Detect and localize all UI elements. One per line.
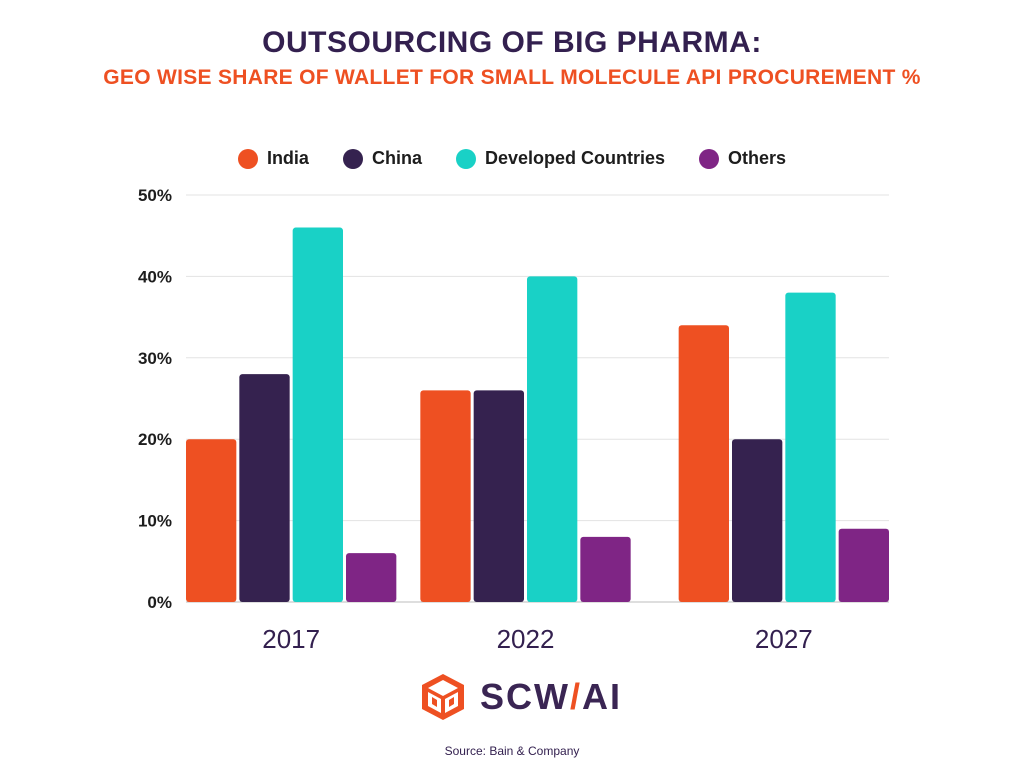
bar-developed-countries-2022: [527, 276, 578, 602]
scwai-logo: SCW/AI: [420, 672, 622, 722]
y-tick-label: 30%: [138, 349, 172, 368]
y-tick-label: 10%: [138, 512, 172, 531]
bar-india-2017: [186, 439, 237, 602]
bar-others-2017: [346, 553, 397, 602]
chart-subtitle: GEO WISE SHARE OF WALLET FOR SMALL MOLEC…: [103, 66, 921, 89]
bar-india-2022: [420, 390, 471, 602]
y-tick-label: 20%: [138, 430, 172, 449]
legend-label-china: China: [371, 148, 422, 168]
x-tick-label: 2027: [755, 624, 813, 654]
bar-china-2017: [239, 374, 290, 602]
bar-chart: 0% 10% 20% 30% 40% 50% 2017 2022 2027: [138, 186, 889, 654]
source-note: Source: Bain & Company: [444, 744, 580, 758]
bar-developed-countries-2017: [292, 227, 343, 602]
legend: India China Developed Countries Others: [0, 148, 1024, 169]
bar-india-2027: [678, 325, 729, 602]
logo-wordmark: SCW/AI: [480, 676, 622, 718]
legend-swatch-china: [342, 148, 363, 169]
legend-item-india: India: [237, 148, 309, 169]
y-tick-label: 50%: [138, 186, 172, 205]
legend-swatch-others: [699, 148, 720, 169]
legend-swatch-india: [237, 148, 258, 169]
bar-others-2027: [838, 528, 889, 602]
y-tick-label: 40%: [138, 267, 172, 286]
box-cube-icon: [422, 674, 464, 720]
bar-others-2022: [580, 536, 631, 602]
bar-china-2022: [473, 390, 524, 602]
logo-slash: /: [570, 676, 583, 717]
logo-text-right: AI: [582, 676, 623, 717]
legend-item-others: Others: [699, 148, 786, 169]
y-tick-label: 0%: [147, 593, 172, 612]
legend-label-developed-countries: Developed Countries: [484, 148, 666, 168]
legend-label-others: Others: [728, 148, 787, 168]
bar-developed-countries-2027: [785, 292, 836, 602]
bar-china-2027: [732, 439, 783, 602]
legend-label-india: India: [266, 148, 309, 168]
logo-text-left: SCW: [480, 676, 570, 717]
legend-swatch-developed-countries: [455, 148, 476, 169]
x-tick-label: 2017: [262, 624, 320, 654]
legend-item-china: China: [342, 148, 422, 169]
chart-title: OUTSOURCING OF BIG PHARMA:: [262, 26, 762, 59]
legend-item-developed-countries: Developed Countries: [455, 148, 666, 169]
x-tick-label: 2022: [497, 624, 555, 654]
